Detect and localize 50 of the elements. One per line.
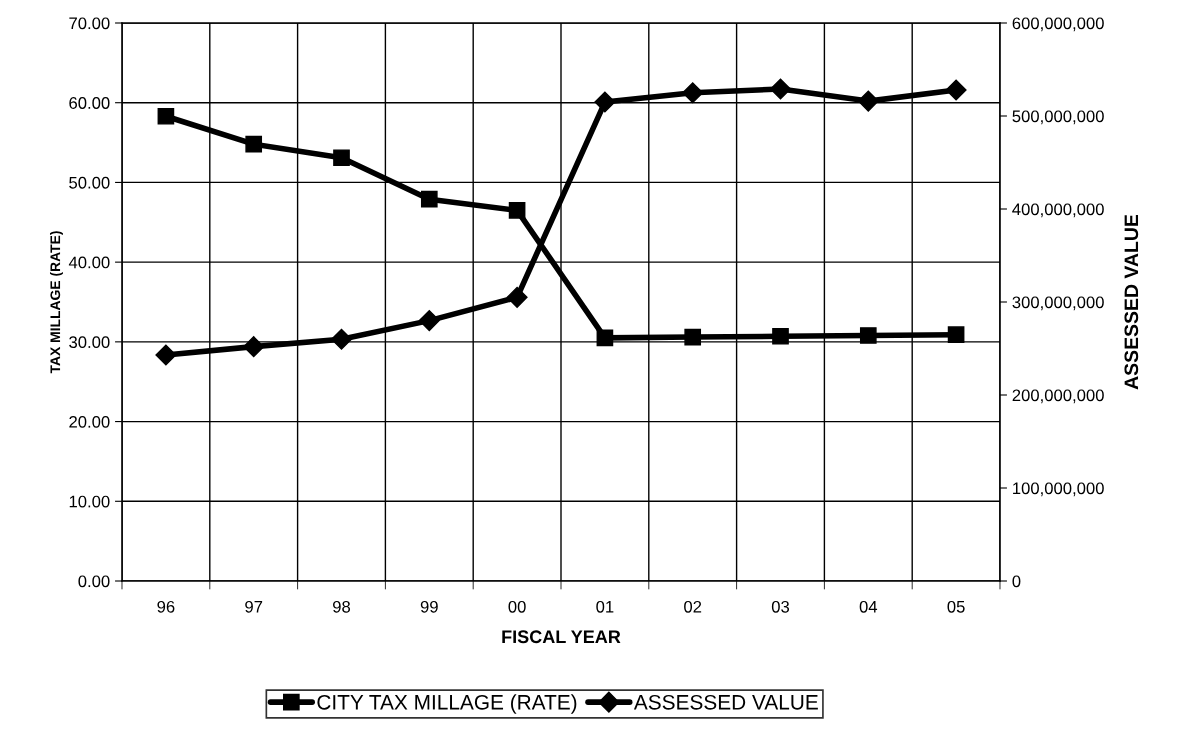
- legend-label: ASSESSED VALUE: [633, 694, 818, 710]
- y-tick-label: 20.00: [69, 415, 110, 428]
- y2-tick-label: 0: [1012, 575, 1021, 588]
- point: [945, 79, 967, 101]
- point: [594, 91, 616, 113]
- y-tick-label: 40.00: [68, 256, 110, 269]
- point: [682, 82, 704, 104]
- x-tick-label: 96: [157, 600, 175, 613]
- x-tick-label: 98: [333, 600, 351, 613]
- y2-tick-label: 200,000,000: [1012, 389, 1104, 404]
- y2-tick-label: 600,000,000: [1012, 17, 1104, 32]
- point: [243, 336, 265, 358]
- y-tick-label: 60.00: [69, 97, 110, 109]
- point: [506, 286, 528, 308]
- y-tick-label: 70.00: [69, 17, 110, 30]
- y-tick-label: 10.00: [69, 495, 110, 508]
- point: [508, 201, 526, 219]
- x-tick-label: 03: [771, 600, 790, 613]
- point: [157, 107, 175, 125]
- point: [857, 90, 879, 112]
- y2-tick-label: 100,000,000: [1013, 482, 1104, 497]
- point: [420, 190, 438, 208]
- legend-label: CITY TAX MILLAGE (RATE): [317, 694, 577, 714]
- x-tick-label: 99: [420, 600, 438, 613]
- y2-tick-label: 400,000,000: [1012, 203, 1104, 218]
- x-tick-label: 01: [596, 600, 614, 613]
- point: [333, 149, 350, 167]
- point: [684, 328, 702, 346]
- x-tick-label: 02: [684, 600, 702, 613]
- point: [155, 344, 177, 366]
- x-tick-label: 05: [947, 600, 965, 613]
- point: [859, 327, 877, 344]
- y2-axis-title: ASSESSED VALUE: [1124, 214, 1139, 390]
- y2-tick-label: 500,000,000: [1012, 110, 1104, 125]
- point: [772, 327, 789, 345]
- point: [596, 329, 614, 347]
- y-tick-label: 30.00: [69, 336, 110, 349]
- point: [947, 326, 965, 344]
- x-axis-title: FISCAL YEAR: [502, 630, 621, 644]
- y-tick-label: 50.00: [69, 176, 110, 189]
- point: [245, 135, 263, 153]
- point: [418, 310, 440, 332]
- x-tick-label: 04: [859, 600, 878, 613]
- y-tick-label: 0.00: [78, 575, 110, 588]
- y2-tick-label: 300,000,000: [1012, 296, 1104, 311]
- x-tick-label: 97: [245, 600, 263, 613]
- point: [330, 328, 353, 350]
- x-tick-label: 00: [508, 600, 526, 613]
- point: [769, 78, 792, 100]
- y-axis-title: TAX MILLAGE (RATE): [49, 231, 63, 374]
